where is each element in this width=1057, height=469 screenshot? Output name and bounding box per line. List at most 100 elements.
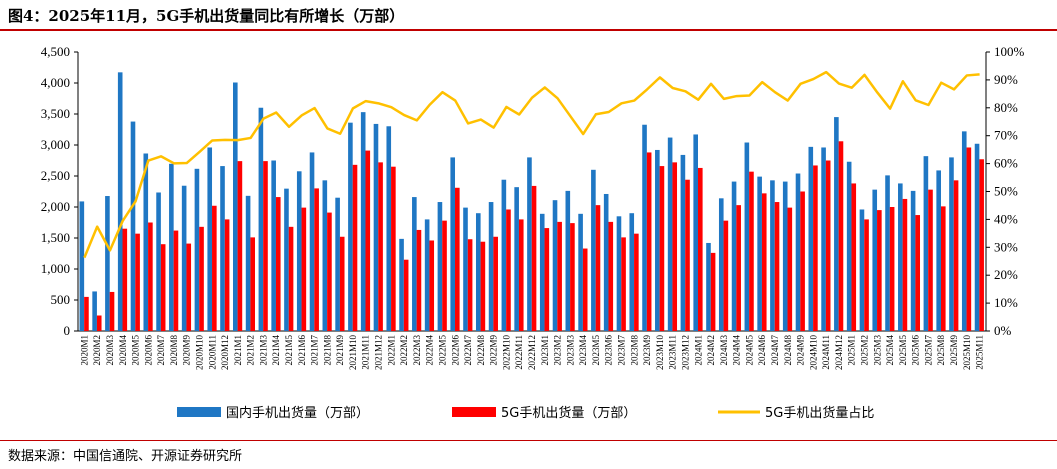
title-rule bbox=[0, 29, 1057, 31]
bar-domestic bbox=[693, 134, 698, 331]
x-tick-label: 2025M8 bbox=[936, 335, 946, 366]
x-tick-label: 2023M3 bbox=[565, 335, 575, 366]
bar-fiveg bbox=[595, 205, 601, 331]
bar-fiveg bbox=[493, 236, 498, 331]
bar-fiveg bbox=[621, 237, 626, 331]
bar-fiveg bbox=[224, 219, 230, 331]
bar-fiveg bbox=[531, 185, 537, 331]
legend-label-domestic: 国内手机出货量（万部） bbox=[226, 405, 369, 421]
bar-fiveg bbox=[851, 183, 857, 331]
x-tick-label: 2022M9 bbox=[489, 335, 499, 366]
y-right-tick-label: 10% bbox=[994, 295, 1018, 310]
x-tick-label: 2024M2 bbox=[706, 335, 716, 366]
chart-title: 图4：2025年11月，5G手机出货量同比有所增长（万部） bbox=[8, 7, 405, 25]
y-right-tick-label: 20% bbox=[994, 267, 1018, 282]
footer-rule bbox=[0, 440, 1057, 441]
bar-domestic bbox=[258, 107, 264, 331]
bar-domestic bbox=[731, 181, 737, 331]
bar-domestic bbox=[143, 153, 149, 331]
x-tick-label: 2020M3 bbox=[105, 335, 115, 366]
bar-fiveg bbox=[186, 243, 192, 331]
bar-fiveg bbox=[659, 166, 665, 331]
x-tick-label: 2022M7 bbox=[463, 335, 473, 366]
y-left-tick-label: 3,500 bbox=[41, 106, 70, 121]
bar-domestic bbox=[220, 166, 225, 331]
bar-fiveg bbox=[774, 202, 780, 331]
bar-domestic bbox=[603, 193, 609, 331]
bar-fiveg bbox=[697, 167, 703, 331]
x-tick-label: 2021M12 bbox=[374, 335, 384, 370]
bar-fiveg bbox=[96, 315, 102, 331]
bar-fiveg bbox=[710, 252, 716, 331]
bar-domestic bbox=[898, 183, 903, 331]
bar-fiveg bbox=[787, 207, 793, 331]
x-tick-label: 2023M8 bbox=[629, 335, 639, 366]
bar-domestic bbox=[156, 192, 161, 331]
x-tick-label: 2022M4 bbox=[425, 335, 435, 366]
bar-fiveg bbox=[582, 248, 588, 331]
x-tick-label: 2025M2 bbox=[860, 335, 870, 366]
bar-domestic bbox=[501, 179, 507, 331]
bar-fiveg bbox=[212, 205, 217, 331]
bar-fiveg bbox=[429, 240, 435, 331]
bar-domestic bbox=[616, 216, 622, 331]
bar-fiveg bbox=[84, 296, 89, 331]
bar-fiveg bbox=[135, 233, 140, 331]
bar-domestic bbox=[335, 197, 340, 331]
bar-fiveg bbox=[646, 152, 652, 331]
x-tick-label: 2024M11 bbox=[821, 335, 831, 370]
y-right-tick-label: 70% bbox=[994, 128, 1018, 143]
bar-fiveg bbox=[199, 226, 204, 331]
bar-domestic bbox=[961, 131, 967, 331]
bar-fiveg bbox=[365, 150, 371, 331]
x-tick-label: 2025M3 bbox=[872, 335, 882, 366]
x-tick-label: 2022M11 bbox=[514, 335, 524, 370]
x-tick-label: 2025M1 bbox=[847, 335, 857, 366]
x-tick-label: 2023M4 bbox=[578, 335, 588, 366]
x-tick-label: 2020M12 bbox=[220, 335, 230, 370]
bar-domestic bbox=[757, 176, 762, 331]
x-tick-label: 2020M2 bbox=[92, 335, 102, 366]
y-left-tick-label: 500 bbox=[51, 292, 71, 307]
bar-domestic bbox=[232, 82, 238, 331]
bar-fiveg bbox=[825, 160, 831, 331]
bar-domestic bbox=[386, 126, 392, 331]
bar-fiveg bbox=[800, 191, 805, 331]
bar-domestic bbox=[296, 171, 302, 331]
x-tick-label: 2020M9 bbox=[182, 335, 192, 366]
x-tick-label: 2022M6 bbox=[450, 335, 460, 366]
bar-domestic bbox=[373, 123, 379, 331]
bar-fiveg bbox=[953, 180, 959, 331]
bar-fiveg bbox=[250, 237, 255, 331]
bar-domestic bbox=[974, 143, 980, 331]
x-tick-label: 2020M7 bbox=[156, 335, 166, 366]
bar-fiveg bbox=[761, 193, 767, 331]
bar-domestic bbox=[591, 169, 596, 331]
bar-fiveg bbox=[570, 223, 575, 331]
bar-domestic bbox=[910, 190, 916, 331]
bar-fiveg bbox=[889, 207, 895, 331]
bar-fiveg bbox=[391, 166, 396, 331]
bar-domestic bbox=[130, 121, 136, 332]
bar-domestic bbox=[680, 154, 686, 331]
bar-fiveg bbox=[966, 147, 972, 331]
bar-domestic bbox=[718, 198, 724, 331]
bar-domestic bbox=[322, 180, 328, 331]
x-tick-label: 2020M11 bbox=[207, 335, 217, 370]
y-right-tick-label: 100% bbox=[994, 44, 1025, 59]
bar-fiveg bbox=[544, 228, 550, 331]
bar-fiveg bbox=[416, 229, 422, 331]
bar-fiveg bbox=[838, 141, 844, 331]
bar-fiveg bbox=[301, 207, 307, 331]
bar-domestic bbox=[667, 137, 673, 331]
bar-fiveg bbox=[813, 165, 818, 331]
bar-domestic bbox=[859, 209, 865, 331]
bar-domestic bbox=[706, 242, 711, 331]
share-line bbox=[83, 70, 980, 259]
bar-fiveg bbox=[736, 205, 741, 331]
bar-fiveg bbox=[685, 179, 690, 331]
y-left-tick-label: 2,000 bbox=[41, 199, 70, 214]
x-tick-label: 2021M2 bbox=[246, 335, 256, 366]
bar-domestic bbox=[207, 147, 213, 331]
y-right-tick-label: 0% bbox=[994, 323, 1012, 338]
